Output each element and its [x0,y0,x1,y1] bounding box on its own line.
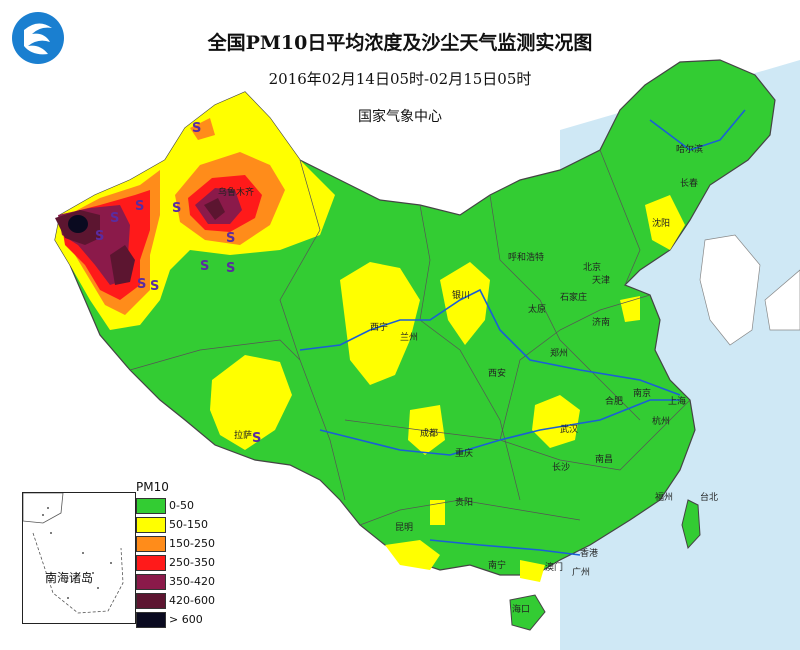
legend-title: PM10 [136,480,169,494]
city-label: 乌鲁木齐 [218,186,254,198]
hainan-island [509,594,546,631]
zone-over-600 [68,215,88,233]
legend-swatch [136,554,166,571]
legend-label: 250-350 [169,556,215,569]
city-label: 济南 [592,316,610,328]
city-label: 呼和浩特 [508,251,544,263]
city-label: 沈阳 [652,217,670,229]
city-label: 西宁 [370,321,388,333]
legend-item: 50-150 [136,515,246,534]
city-label: 拉萨 [234,429,252,441]
dust-marker: S [226,261,235,276]
taiwan-island [681,499,701,550]
legend-item: 0-50 [136,496,246,515]
agency-name: 国家气象中心 [358,109,442,125]
city-label: 郑州 [550,347,568,359]
city-label: 香港 [580,547,598,559]
dust-markers: S S S S S S S S S S S [95,121,261,446]
dust-marker: S [252,431,261,446]
city-label: 海口 [512,603,530,615]
legend-item: 420-600 [136,591,246,610]
city-label: 太原 [528,303,546,315]
dust-marker: S [110,211,119,226]
legend-label: 420-600 [169,594,215,607]
province-borders [129,149,691,526]
japan-land [764,269,800,331]
legend-label: 0-50 [169,499,194,512]
inset-label: 南海诸岛 [45,571,94,585]
city-label: 南宁 [488,559,506,571]
city-label: 福州 [655,491,673,503]
city-label: 石家庄 [560,291,587,303]
dust-marker: S [95,229,104,244]
legend-swatch [136,573,166,590]
dust-marker: S [150,279,159,294]
rivers [299,109,746,556]
dust-marker: S [135,199,144,214]
city-label: 兰州 [400,331,418,343]
city-label: 成都 [420,427,438,439]
dust-marker: S [200,259,209,274]
city-label: 哈尔滨 [676,143,703,155]
city-label: 贵阳 [455,496,473,508]
city-label: 银川 [452,289,470,301]
cma-logo [12,12,64,64]
legend-swatch [136,535,166,552]
dust-marker: S [137,277,146,292]
city-label: 武汉 [560,423,578,435]
city-labels: 乌鲁木齐 哈尔滨 长春 沈阳 呼和浩特 北京 天津 石家庄 太原 济南 西宁 兰… [218,143,718,615]
legend-item: 150-250 [136,534,246,553]
legend-item: 250-350 [136,553,246,572]
legend-swatch [136,592,166,609]
city-label: 澳门 [545,561,563,573]
city-label: 上海 [668,395,686,407]
inset-map [22,492,124,614]
dust-marker: S [226,231,235,246]
city-label: 广州 [572,566,590,578]
city-label: 西安 [488,367,506,379]
city-label: 天津 [592,275,610,286]
city-label: 重庆 [455,447,473,459]
legend-label: > 600 [169,613,203,626]
legend-label: 150-250 [169,537,215,550]
legend-item: 350-420 [136,572,246,591]
legend-swatch [136,516,166,533]
legend-swatch [136,611,166,628]
map-title: 全国PM10日平均浓度及沙尘天气监测实况图 [207,32,593,54]
city-label: 长春 [680,177,698,189]
city-label: 南昌 [595,453,613,465]
south-china-sea-inset: 南海诸岛 [22,492,136,624]
korea-land [699,234,761,346]
legend-label: 350-420 [169,575,215,588]
dust-marker: S [192,121,201,136]
city-label: 南京 [633,387,651,399]
city-label: 北京 [583,261,601,273]
legend-item: > 600 [136,610,246,629]
legend: PM10 0-50 50-150 150-250 250-350 350-420… [136,480,246,629]
legend-swatch [136,497,166,514]
city-label: 昆明 [395,522,413,533]
city-label: 合肥 [605,395,623,407]
city-label: 台北 [700,491,718,503]
legend-label: 50-150 [169,518,208,531]
dust-marker: S [172,201,181,216]
city-label: 杭州 [652,415,670,427]
time-range: 2016年02月14日05时-02月15日05时 [268,70,532,88]
city-label: 长沙 [552,461,570,473]
